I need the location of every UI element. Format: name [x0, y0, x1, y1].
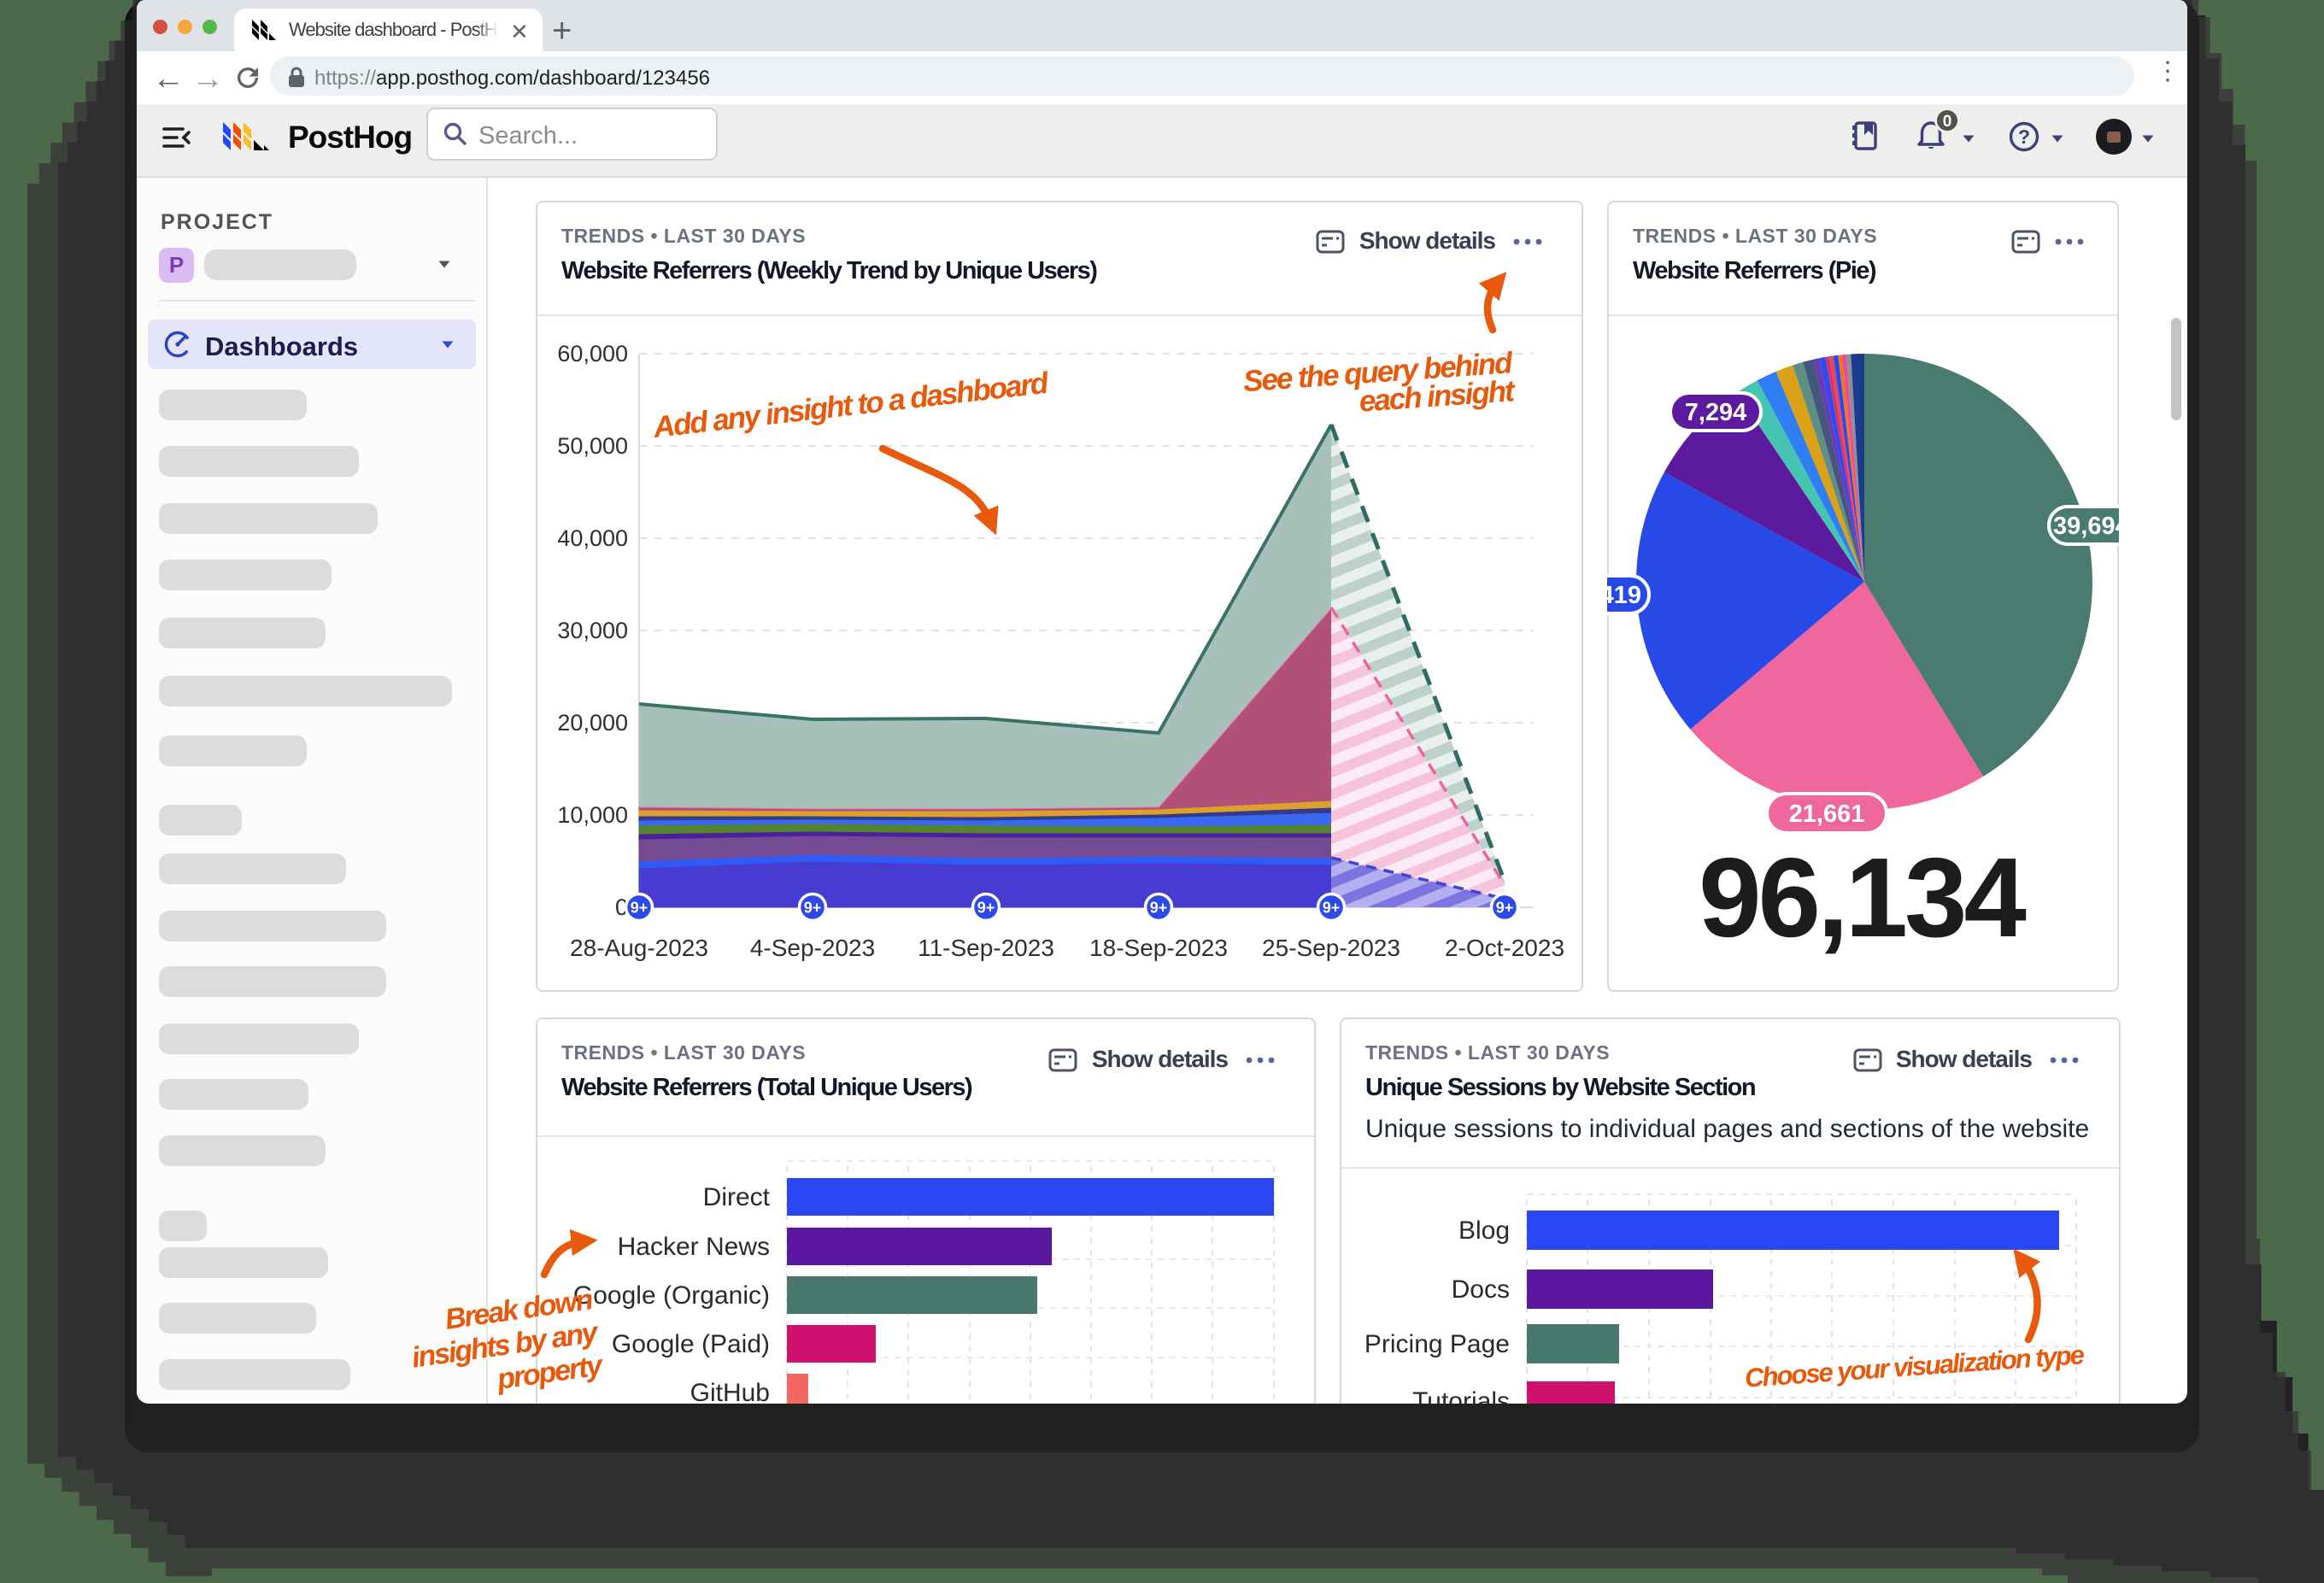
svg-text:9+: 9+ [631, 900, 648, 917]
svg-text:2-Oct-2023: 2-Oct-2023 [1445, 935, 1564, 961]
svg-text:?: ? [2018, 126, 2030, 148]
svg-text:9+: 9+ [977, 900, 995, 917]
svg-text:11-Sep-2023: 11-Sep-2023 [918, 935, 1054, 961]
svg-text:10,000: 10,000 [557, 802, 628, 828]
svg-text:96,134: 96,134 [1699, 835, 2026, 960]
svg-text:Tutorials: Tutorials [1412, 1387, 1510, 1404]
svg-text:9+: 9+ [1496, 900, 1514, 917]
svg-text:18-Sep-2023: 18-Sep-2023 [1089, 935, 1228, 961]
svg-text:25-Sep-2023: 25-Sep-2023 [1262, 935, 1400, 961]
svg-text:0: 0 [615, 894, 628, 920]
svg-text:50,000: 50,000 [557, 433, 628, 459]
svg-text:Google (Organic): Google (Organic) [573, 1281, 770, 1310]
svg-text:30,000: 30,000 [557, 618, 628, 643]
svg-text:40,000: 40,000 [557, 525, 628, 551]
svg-text:20,000: 20,000 [557, 710, 628, 736]
svg-text:Google (Paid): Google (Paid) [612, 1330, 770, 1358]
svg-text:39,694: 39,694 [2053, 513, 2119, 540]
svg-text:Direct: Direct [703, 1183, 771, 1211]
svg-text:4-Sep-2023: 4-Sep-2023 [750, 935, 875, 961]
svg-text:18,419: 18,419 [1607, 582, 1641, 609]
svg-text:60,000: 60,000 [557, 341, 628, 366]
svg-text:Docs: Docs [1452, 1275, 1510, 1304]
svg-text:9+: 9+ [1150, 900, 1168, 917]
svg-text:21,661: 21,661 [1789, 800, 1865, 828]
svg-text:28-Aug-2023: 28-Aug-2023 [570, 935, 708, 961]
svg-text:7,294: 7,294 [1685, 399, 1747, 426]
svg-text:Hacker News: Hacker News [618, 1233, 770, 1261]
svg-text:9+: 9+ [804, 900, 822, 917]
svg-text:9+: 9+ [1323, 900, 1341, 917]
svg-text:GitHub: GitHub [690, 1379, 770, 1404]
svg-text:Blog: Blog [1458, 1217, 1510, 1245]
svg-text:Pricing Page: Pricing Page [1364, 1330, 1510, 1358]
